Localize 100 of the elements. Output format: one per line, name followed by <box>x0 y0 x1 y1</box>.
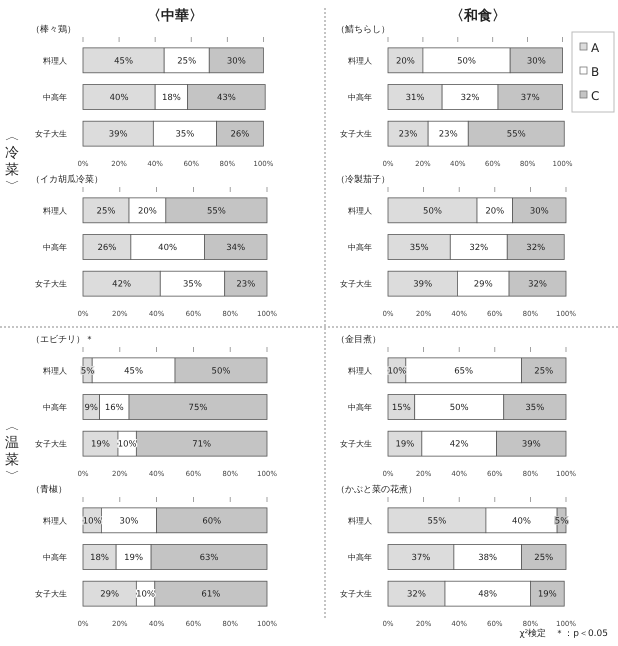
data-label: 50% <box>457 56 476 66</box>
data-label: 26% <box>97 243 116 253</box>
y-tick-label: 女子大生 <box>35 280 67 289</box>
data-label: 19% <box>538 590 557 600</box>
data-label: 25% <box>534 366 554 376</box>
chart-title: （鯖ちらし） <box>336 24 390 35</box>
data-label: 23% <box>438 130 458 140</box>
y-tick-label: 女子大生 <box>340 590 372 599</box>
data-label: 29% <box>474 280 493 290</box>
y-tick-label: 中高年 <box>348 243 372 252</box>
data-label: 25% <box>534 553 554 563</box>
data-label: 19% <box>124 553 144 563</box>
y-tick-label: 料理人 <box>43 206 67 216</box>
data-label: 32% <box>407 590 426 600</box>
data-label: 37% <box>520 93 540 103</box>
y-tick-label: 中高年 <box>348 403 372 412</box>
data-label: 45% <box>124 366 144 376</box>
data-label: 30% <box>530 206 549 216</box>
data-label: 23% <box>236 280 256 290</box>
data-label: 10% <box>136 590 156 600</box>
y-tick-label: 料理人 <box>348 206 372 216</box>
text: 〈冷菜〉 <box>3 128 19 193</box>
data-label: 30% <box>120 516 138 526</box>
data-label: 35% <box>183 280 202 290</box>
legend-label: A <box>591 41 600 55</box>
chart-title: （冷製茄子） <box>336 174 390 185</box>
data-label: 29% <box>100 590 120 600</box>
y-tick-label: 女子大生 <box>340 130 372 139</box>
data-label: 15% <box>392 403 411 413</box>
text: 〈中華〉 <box>147 8 203 24</box>
chart-title: （青椒） <box>31 484 67 495</box>
data-label: 26% <box>230 130 250 140</box>
data-label: 65% <box>454 366 474 376</box>
data-label: 32% <box>469 243 488 253</box>
y-tick-label: 中高年 <box>43 243 67 252</box>
data-label: 42% <box>112 280 132 290</box>
data-label: 45% <box>114 56 134 66</box>
data-label: 32% <box>526 243 546 253</box>
y-tick-label: 女子大生 <box>35 590 67 599</box>
y-tick-label: 女子大生 <box>340 440 372 449</box>
data-label: 48% <box>478 590 498 600</box>
data-label: 30% <box>226 56 246 66</box>
data-label: 32% <box>460 93 480 103</box>
chart-title: （棒々鶏） <box>31 24 76 35</box>
data-label: 39% <box>108 130 128 140</box>
y-tick-label: 料理人 <box>348 366 372 376</box>
data-label: 18% <box>90 553 110 563</box>
y-tick-label: 女子大生 <box>35 130 67 139</box>
data-label: 50% <box>450 403 469 413</box>
y-tick-label: 料理人 <box>43 366 67 376</box>
text: B <box>591 65 600 79</box>
data-label: 50% <box>423 206 442 216</box>
chart-title: （エビチリ）＊ <box>31 334 94 345</box>
data-label: 19% <box>91 440 110 450</box>
y-tick-label: 中高年 <box>43 553 67 562</box>
data-label: 38% <box>478 553 498 563</box>
data-label: 40% <box>110 93 129 103</box>
chart-title: （イカ胡瓜冷菜） <box>31 174 103 185</box>
data-label: 35% <box>525 403 544 413</box>
data-label: 71% <box>192 440 212 450</box>
data-label: 25% <box>96 206 116 216</box>
legend-label: C <box>591 89 600 103</box>
y-tick-label: 中高年 <box>43 403 67 412</box>
data-label: 23% <box>398 130 418 140</box>
y-tick-label: 女子大生 <box>340 280 372 289</box>
y-tick-label: 中高年 <box>43 93 67 102</box>
y-tick-label: 中高年 <box>348 553 372 562</box>
data-label: 43% <box>216 93 236 103</box>
data-label: 10% <box>118 440 137 450</box>
y-tick-label: 料理人 <box>43 516 67 526</box>
data-label: 55% <box>506 130 526 140</box>
data-label: 20% <box>485 206 504 216</box>
y-tick-label: 女子大生 <box>35 440 67 449</box>
data-label: 75% <box>188 403 208 413</box>
y-tick-label: 料理人 <box>348 56 372 66</box>
data-label: 10% <box>82 516 102 526</box>
y-tick-label: 料理人 <box>43 56 67 66</box>
data-label: 61% <box>201 590 220 600</box>
data-label: 55% <box>206 206 226 216</box>
data-label: 20% <box>138 206 157 216</box>
data-label: 50% <box>212 366 230 376</box>
data-label: 9% <box>84 403 98 413</box>
data-label: 40% <box>158 243 178 253</box>
data-label: 18% <box>162 93 181 103</box>
text: 〈和食〉 <box>450 8 506 24</box>
data-label: 32% <box>528 280 547 290</box>
data-label: 35% <box>175 130 194 140</box>
data-label: 30% <box>526 56 546 66</box>
data-label: 35% <box>410 243 429 253</box>
data-label: 20% <box>396 56 415 66</box>
data-label: 19% <box>395 440 414 450</box>
data-label: 39% <box>522 440 541 450</box>
data-label: 37% <box>411 553 430 563</box>
data-label: 34% <box>226 243 246 253</box>
data-label: 39% <box>413 280 432 290</box>
data-label: 42% <box>450 440 469 450</box>
data-label: 16% <box>104 403 124 413</box>
data-label: 25% <box>177 56 196 66</box>
chart-title: （金目煮） <box>336 334 381 345</box>
data-label: 40% <box>512 516 531 526</box>
